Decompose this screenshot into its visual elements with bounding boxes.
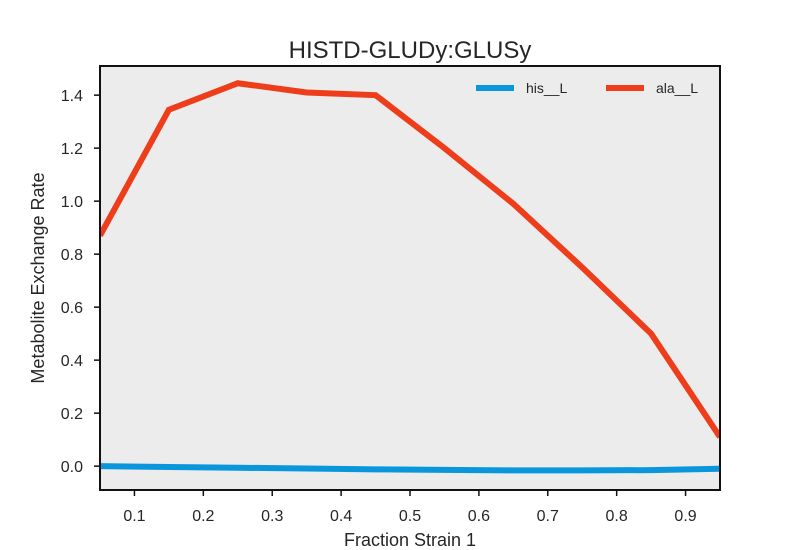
x-tick-label: 0.3 <box>261 508 283 525</box>
y-axis-ticks: 0.0 0.2 0.4 0.6 0.8 1.0 1.2 1.4 <box>61 88 100 476</box>
x-tick-label: 0.6 <box>468 508 490 525</box>
legend: his__L ala__L <box>476 80 698 96</box>
series-line-ala-l <box>100 80 720 439</box>
x-axis-ticks: 0.1 0.2 0.3 0.4 0.5 0.6 0.7 0.8 0.9 <box>123 490 697 525</box>
x-tick-label: 0.2 <box>192 508 214 525</box>
x-axis-label: Fraction Strain 1 <box>344 530 476 550</box>
series-line-his-l <box>100 463 720 474</box>
y-tick-label: 0.2 <box>61 406 83 423</box>
plot-area <box>100 66 720 490</box>
x-tick-label: 0.4 <box>330 508 352 525</box>
x-tick-label: 0.9 <box>674 508 696 525</box>
y-tick-label: 1.4 <box>61 88 83 105</box>
y-axis-label: Metabolite Exchange Rate <box>28 172 48 383</box>
x-tick-label: 0.1 <box>123 508 145 525</box>
x-tick-label: 0.7 <box>537 508 559 525</box>
y-tick-label: 0.8 <box>61 247 83 264</box>
legend-label: his__L <box>526 80 567 96</box>
x-tick-label: 0.8 <box>606 508 628 525</box>
y-tick-label: 1.0 <box>61 194 83 211</box>
y-tick-label: 0.6 <box>61 300 83 317</box>
x-tick-label: 0.5 <box>399 508 421 525</box>
series-layer <box>100 80 720 474</box>
y-tick-label: 1.2 <box>61 141 83 158</box>
y-tick-label: 0.4 <box>61 353 83 370</box>
legend-label: ala__L <box>656 80 698 96</box>
chart-title: HISTD-GLUDy:GLUSy <box>289 37 532 64</box>
y-tick-label: 0.0 <box>61 459 83 476</box>
